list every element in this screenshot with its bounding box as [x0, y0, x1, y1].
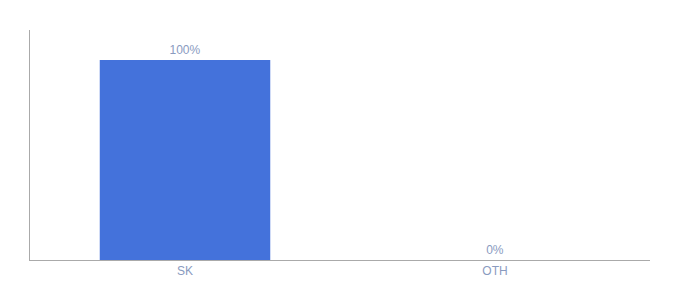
- svg-text:OTH: OTH: [482, 264, 507, 278]
- svg-text:0%: 0%: [486, 243, 504, 257]
- svg-text:SK: SK: [177, 264, 193, 278]
- svg-text:100%: 100%: [169, 43, 200, 57]
